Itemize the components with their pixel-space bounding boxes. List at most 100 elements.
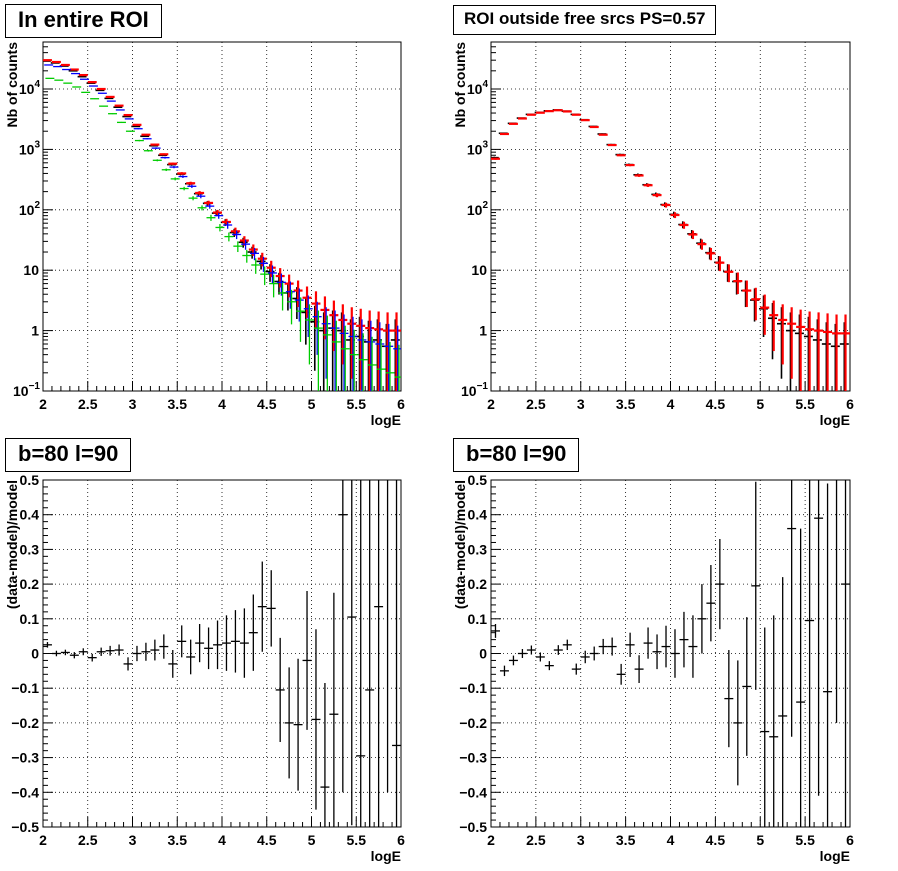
x-tick-label: 5	[308, 396, 316, 412]
x-axis-ticks	[490, 817, 851, 827]
x-tick-label: 2	[487, 832, 495, 848]
x-tick-label: 4	[667, 396, 675, 412]
x-tick-label: 5.5	[347, 396, 367, 412]
y-tick-label: −0.3	[11, 750, 39, 766]
y-tick-label: −0.2	[11, 715, 39, 731]
y-tick-label: 103	[467, 139, 489, 157]
y-tick-label: 104	[19, 79, 41, 97]
y-tick-label: 0	[31, 646, 39, 662]
y-axis-ticks	[491, 41, 501, 392]
panel4-title: b=80 l=90	[453, 438, 580, 472]
data-layer	[43, 480, 401, 827]
y-tick-label: −0.4	[11, 784, 39, 800]
x-axis-ticks	[490, 381, 851, 391]
x-tick-label: 5	[756, 396, 764, 412]
x-tick-label: 2.5	[526, 396, 546, 412]
series-1	[43, 480, 401, 827]
y-tick-label: 1	[479, 323, 487, 339]
x-tick-label: 2	[39, 396, 47, 412]
x-tick-label: 6	[397, 396, 405, 412]
x-tick-label: 4.5	[706, 832, 726, 848]
x-tick-label: 5.5	[347, 832, 367, 848]
y-axis-ticks	[43, 41, 53, 392]
x-tick-label: 4	[218, 832, 226, 848]
y-axis-label: (data-model)/model	[4, 480, 20, 609]
y-tick-label: 104	[467, 79, 489, 97]
x-tick-label: 3.5	[168, 832, 188, 848]
y-tick-label: 0.3	[20, 541, 40, 557]
x-tick-label: 3.5	[616, 832, 636, 848]
x-tick-label: 6	[846, 832, 854, 848]
y-tick-label: −0.1	[459, 680, 487, 696]
series-1	[491, 480, 850, 827]
grid	[43, 480, 401, 827]
y-tick-label: −0.2	[459, 715, 487, 731]
y-tick-label: 0.2	[20, 576, 40, 592]
panel-3: 2 2.5 3 3.5 4 4.5 5 5.5 6 −0.5 −0.4 −0.3 −0.2 −0.1 0 0.…	[4, 472, 405, 864]
panel-1: 2 2.5 3 3.5 4 4.5 5 5.5 6 10−1 1 10 102 103 104 logE Nb …	[4, 41, 405, 428]
series-2	[43, 59, 401, 391]
y-tick-label: 102	[467, 200, 489, 218]
x-tick-label: 2.5	[78, 832, 98, 848]
x-axis-label: logE	[820, 848, 850, 864]
y-tick-label: −0.5	[459, 819, 487, 835]
x-tick-label: 2.5	[78, 396, 98, 412]
y-tick-label: 0.5	[468, 472, 488, 488]
x-tick-label: 5	[308, 832, 316, 848]
y-tick-label: −0.4	[459, 784, 487, 800]
y-tick-label: 102	[19, 200, 41, 218]
y-axis-label: Nb of counts	[452, 42, 468, 128]
y-axis-ticks	[491, 479, 501, 828]
x-tick-label: 2	[39, 832, 47, 848]
x-tick-label: 4	[218, 396, 226, 412]
x-axis-ticks	[42, 817, 402, 827]
y-tick-label: 0.4	[20, 507, 40, 523]
y-tick-label: 0.1	[20, 611, 40, 627]
y-tick-label: −0.5	[11, 819, 39, 835]
panel-2: 2 2.5 3 3.5 4 4.5 5 5.5 6 10−1 1 10 102 103 104 logE Nb …	[452, 41, 854, 428]
x-axis-label: logE	[371, 848, 401, 864]
series-1	[43, 60, 400, 391]
y-axis-label: Nb of counts	[4, 42, 20, 128]
y-tick-label: 0	[479, 646, 487, 662]
y-tick-label: 10−1	[461, 381, 488, 399]
x-tick-label: 2.5	[526, 832, 546, 848]
x-tick-label: 4	[667, 832, 675, 848]
y-tick-label: 10	[471, 262, 487, 278]
data-layer	[491, 480, 850, 827]
x-tick-label: 5	[756, 832, 764, 848]
x-tick-label: 3.5	[168, 396, 188, 412]
series-4	[45, 77, 401, 391]
x-tick-label: 5.5	[795, 396, 815, 412]
y-tick-label: −0.3	[459, 750, 487, 766]
y-tick-label: 0.4	[468, 507, 488, 523]
x-axis-label: logE	[371, 412, 401, 428]
series-2	[491, 109, 850, 391]
grid	[43, 42, 401, 391]
x-tick-label: 3	[577, 832, 585, 848]
y-axis-ticks	[43, 479, 53, 828]
x-tick-label: 4.5	[257, 832, 277, 848]
x-tick-label: 6	[397, 832, 405, 848]
y-tick-label: 1	[31, 323, 39, 339]
y-tick-label: 0.5	[20, 472, 40, 488]
series-3	[44, 64, 401, 391]
panel-4: 2 2.5 3 3.5 4 4.5 5 5.5 6 −0.5 −0.4 −0.3 −0.2 −0.1 0 0.…	[452, 472, 854, 864]
x-axis-ticks	[42, 381, 402, 391]
panel1-title: In entire ROI	[5, 4, 162, 38]
y-tick-label: 0.3	[468, 541, 488, 557]
panel3-title: b=80 l=90	[5, 438, 132, 472]
y-tick-label: −0.1	[11, 680, 39, 696]
y-tick-label: 10	[23, 262, 39, 278]
data-layer	[43, 59, 401, 391]
y-axis-label: (data-model)/model	[452, 480, 468, 609]
x-tick-label: 4.5	[257, 396, 277, 412]
x-tick-label: 3	[577, 396, 585, 412]
x-tick-label: 6	[846, 396, 854, 412]
x-tick-label: 3	[129, 832, 137, 848]
panel2-title: ROI outside free srcs PS=0.57	[453, 5, 717, 35]
x-tick-label: 4.5	[706, 396, 726, 412]
x-tick-label: 3	[129, 396, 137, 412]
data-layer	[491, 109, 850, 391]
